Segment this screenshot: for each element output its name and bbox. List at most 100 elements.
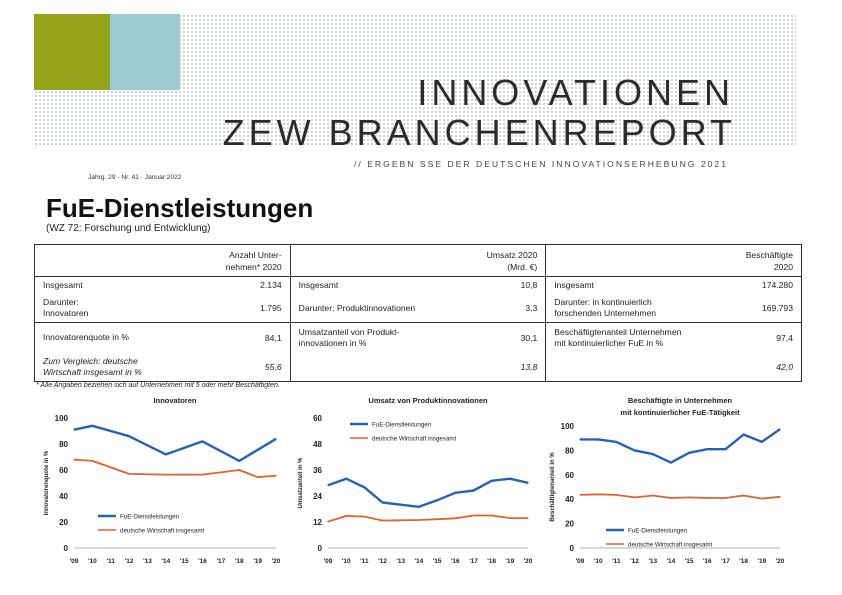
x-tick-label: '18 [487, 558, 496, 565]
x-tick-label: '12 [378, 558, 387, 565]
x-tick-label: '16 [703, 558, 712, 565]
kpi-header-employees: Beschäftigte 2020 [545, 244, 802, 277]
x-tick-label: '09 [576, 558, 585, 565]
data-point [706, 448, 708, 450]
x-tick-label: '11 [360, 558, 369, 565]
x-tick-label: '19 [505, 558, 514, 565]
y-tick-label: 80 [565, 446, 574, 455]
data-point [615, 441, 617, 443]
y-tick-label: 60 [313, 414, 322, 423]
data-point [743, 433, 745, 436]
kpi-value: 2.134 [212, 276, 291, 294]
data-point [381, 501, 384, 504]
chart-svg: Innovatoren Innovatorenquote in % 0 20 40 60 8… [44, 396, 281, 565]
data-point [724, 448, 727, 450]
kpi-value: 84,1 [212, 322, 291, 353]
series-line-fue [580, 428, 781, 464]
kpi-header-firms: Anzahl Unter-nehmen* 2020 [34, 244, 291, 277]
data-point [436, 518, 438, 520]
data-point [743, 494, 745, 497]
data-point [345, 478, 347, 480]
data-point [761, 497, 763, 500]
legend-label: FuE-Dienstleistungen [628, 528, 688, 535]
data-point [275, 475, 277, 477]
kpi-row: Insgesamt 2.134 Insgesamt 10,8 Insgesamt… [34, 276, 802, 294]
data-point [579, 494, 581, 496]
data-point [345, 515, 347, 517]
x-tick-label: '10 [342, 558, 351, 565]
data-point [91, 460, 93, 462]
x-tick-label: '14 [161, 558, 170, 565]
x-tick-label: '09 [324, 558, 333, 565]
data-point [275, 438, 277, 440]
y-tick-label: 20 [565, 520, 574, 529]
data-point [238, 469, 240, 471]
x-tick-label: '20 [272, 558, 281, 565]
x-tick-label: '18 [739, 558, 748, 565]
series-line-gesamt [579, 493, 781, 500]
y-tick-label: 0 [318, 544, 323, 553]
x-tick-label: '14 [667, 558, 676, 565]
x-tick-label: '13 [396, 558, 405, 565]
kpi-label: Darunter: Produktinnovationen [289, 293, 468, 323]
y-tick-label: 100 [561, 422, 575, 431]
data-point [509, 478, 511, 480]
x-tick-label: '16 [451, 558, 460, 565]
data-point [327, 520, 329, 523]
kpi-label: Insgesamt [289, 276, 468, 294]
kpi-label [545, 352, 724, 383]
data-point [597, 493, 599, 495]
data-point [238, 460, 240, 462]
data-point [327, 484, 329, 486]
x-tick-label: '17 [217, 558, 226, 565]
kpi-label: Insgesamt [34, 276, 213, 294]
kpi-value: 169.793 [723, 293, 802, 323]
kpi-row: Darunter: Innovatoren 1.795 Darunter: Pro… [34, 293, 802, 323]
kpi-value: 30,1 [467, 322, 547, 353]
data-point [73, 459, 75, 461]
data-point [418, 506, 420, 508]
data-point [165, 473, 167, 476]
x-tick-label: '11 [107, 558, 116, 565]
kpi-row: Innovatorenquote in % 84,1 Umsatzanteil … [34, 322, 802, 353]
data-point [527, 517, 529, 519]
y-tick-label: 24 [313, 492, 322, 501]
series-line-gesamt [73, 458, 277, 478]
chart-innovatoren: Innovatoren Innovatorenquote in % 0 20 40 60 8… [30, 394, 292, 574]
x-tick-label: '09 [70, 558, 79, 565]
data-point [418, 519, 420, 521]
data-point [381, 519, 384, 522]
data-point [779, 428, 781, 430]
kpi-value: 97,4 [723, 322, 802, 353]
kpi-value: 13,8 [467, 352, 547, 383]
data-point [652, 494, 654, 497]
brand-blue-block [110, 14, 180, 90]
x-tick-label: '15 [685, 558, 694, 565]
x-tick-label: '14 [415, 558, 424, 565]
data-point [454, 517, 456, 519]
data-point [165, 453, 167, 455]
data-point [472, 489, 475, 492]
y-tick-label: 20 [59, 518, 68, 527]
data-point [670, 462, 672, 464]
y-tick-label: 36 [313, 466, 322, 475]
x-tick-label: '17 [721, 558, 730, 565]
issue-info: Jahrg. 29 · Nr. 41 · Januar 2022 [88, 174, 182, 181]
x-tick-label: '19 [757, 558, 766, 565]
data-point [706, 497, 708, 499]
kpi-value: 42,0 [723, 352, 802, 383]
x-tick-label: '12 [630, 558, 639, 565]
kpi-value: 174.280 [723, 276, 802, 294]
y-tick-label: 60 [565, 471, 574, 480]
data-point [491, 480, 493, 482]
kpi-value: 10,8 [467, 276, 547, 294]
data-point [688, 452, 690, 454]
kpi-header-revenue: Umsatz 2020 (Mrd. €) [289, 244, 547, 277]
kpi-label: Insgesamt [545, 276, 724, 294]
kpi-value: 3,3 [467, 293, 547, 323]
data-point [400, 519, 402, 521]
data-point [91, 425, 93, 427]
data-point [688, 496, 690, 498]
y-tick-label: 40 [565, 495, 574, 504]
y-tick-label: 80 [59, 440, 68, 449]
